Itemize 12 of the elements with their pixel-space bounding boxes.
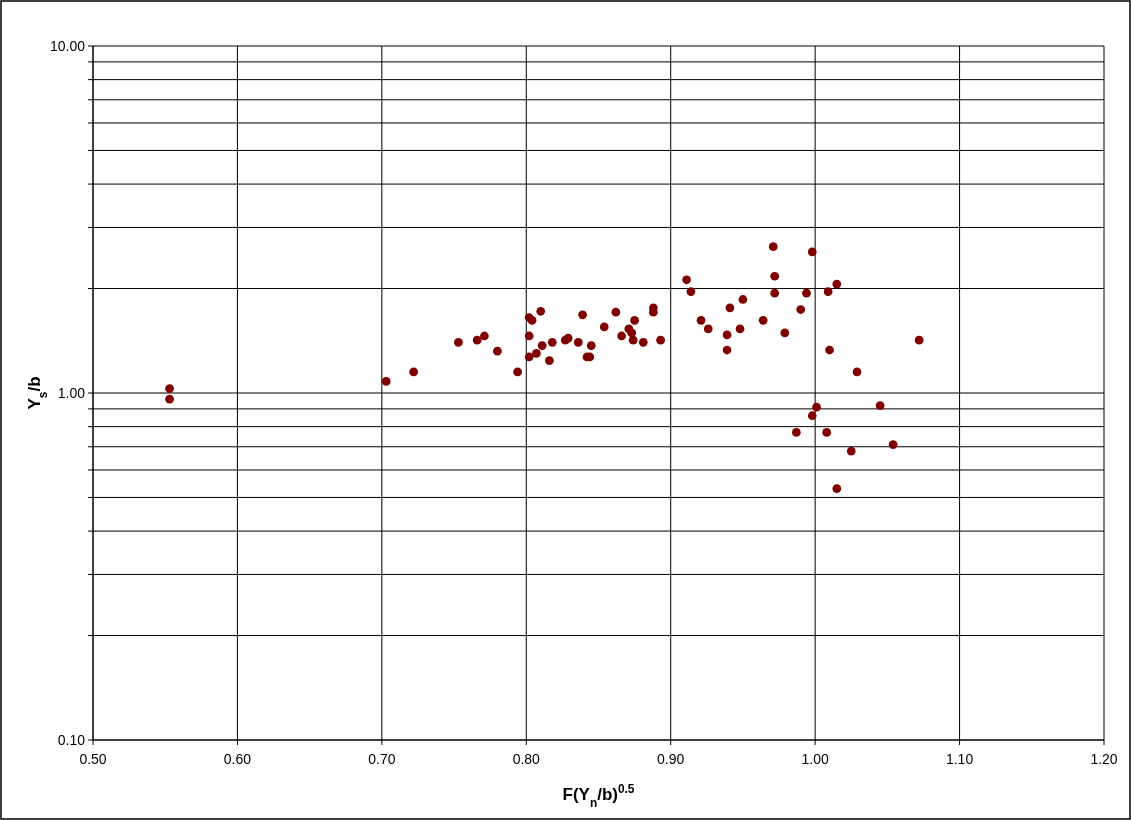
x-axis-title: F(Y$_{n}$/b)$^{0.5}$	[562, 782, 635, 810]
x-tick-label: 0.50	[79, 751, 107, 767]
y-tick-label: 0.10	[57, 731, 86, 748]
x-tick-label: 0.90	[657, 751, 685, 767]
x-tick-label: 1.00	[801, 751, 829, 767]
y-tick-label: 1.00	[57, 384, 86, 401]
x-tick-label: 0.60	[223, 751, 252, 767]
x-tick-label: 0.80	[512, 751, 541, 767]
y-tick-label: 10.00	[49, 37, 86, 54]
x-tick-label: 1.20	[1090, 751, 1118, 767]
x-tick-label: 0.70	[368, 751, 396, 767]
x-tick-label: 1.10	[945, 751, 974, 767]
